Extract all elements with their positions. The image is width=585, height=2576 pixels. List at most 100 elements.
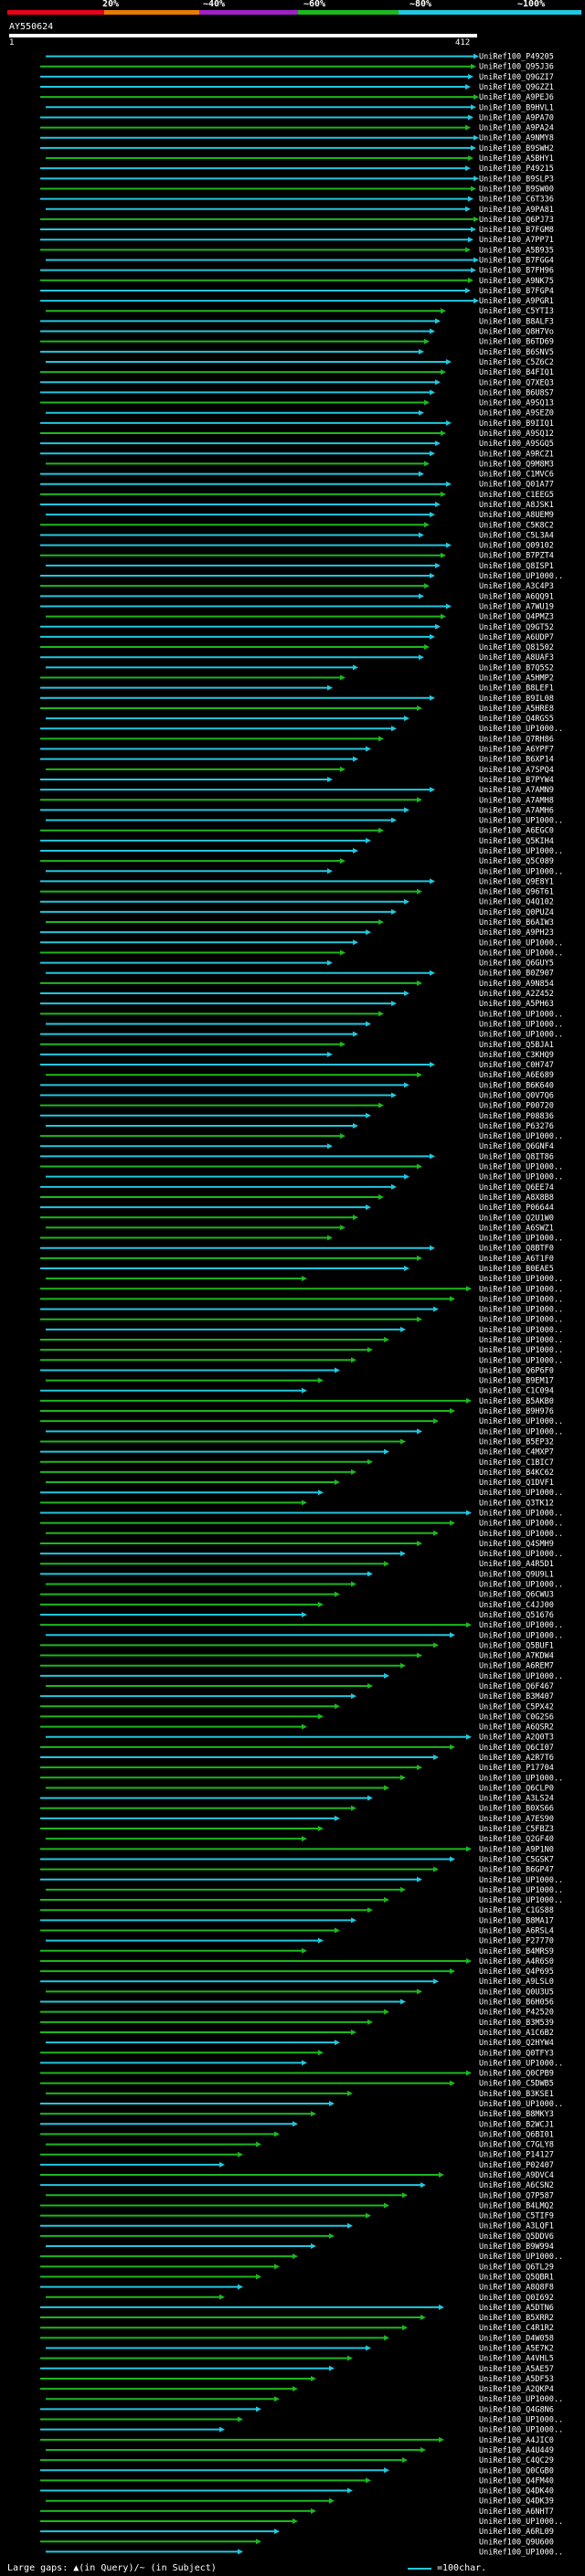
hit-label[interactable]: UniRef100_C1BIC7: [479, 1458, 554, 1468]
hit-row[interactable]: UniRef100_UP1000..: [40, 2253, 563, 2262]
hit-row[interactable]: UniRef100_UP1000..: [46, 817, 563, 826]
hit-label[interactable]: UniRef100_C1MVC6: [479, 471, 554, 480]
hit-label[interactable]: UniRef100_B8MKY3: [479, 2110, 554, 2119]
hit-row[interactable]: UniRef100_Q9U9L1: [40, 1570, 554, 1579]
hit-label[interactable]: UniRef100_A5B935: [479, 246, 554, 255]
hit-label[interactable]: UniRef100_Q6EE74: [479, 1183, 554, 1193]
hit-row[interactable]: UniRef100_A4JIC0: [40, 2436, 554, 2445]
hit-row[interactable]: UniRef100_A6E689: [46, 1071, 554, 1080]
hit-row[interactable]: UniRef100_Q6TL29: [40, 2263, 554, 2272]
hit-row[interactable]: UniRef100_UP1000..: [40, 1489, 563, 1498]
hit-row[interactable]: UniRef100_Q2U1W0: [40, 1214, 554, 1223]
hit-row[interactable]: UniRef100_B6U8S7: [40, 388, 554, 398]
hit-label[interactable]: UniRef100_P06644: [479, 1203, 554, 1213]
hit-row[interactable]: UniRef100_UP1000..: [40, 1550, 563, 1559]
hit-label[interactable]: UniRef100_B0XS66: [479, 1805, 554, 1814]
hit-label[interactable]: UniRef100_UP1000..: [479, 572, 563, 581]
hit-row[interactable]: UniRef100_C1EEG5: [40, 491, 554, 500]
hit-label[interactable]: UniRef100_UP1000..: [479, 1510, 563, 1519]
hit-label[interactable]: UniRef100_B5AKB0: [479, 1397, 554, 1406]
hit-row[interactable]: UniRef100_B9SW00: [40, 185, 554, 194]
hit-label[interactable]: UniRef100_UP1000..: [479, 725, 563, 734]
hit-label[interactable]: UniRef100_B6AIW3: [479, 918, 554, 928]
hit-label[interactable]: UniRef100_UP1000..: [479, 1774, 563, 1783]
hit-row[interactable]: UniRef100_A2R7T6: [40, 1754, 554, 1763]
hit-label[interactable]: UniRef100_A5DF53: [479, 2375, 554, 2384]
hit-label[interactable]: UniRef100_C4JJ00: [479, 1601, 554, 1610]
hit-row[interactable]: UniRef100_B6TD69: [40, 338, 554, 347]
hit-label[interactable]: UniRef100_UP1000..: [479, 1336, 563, 1345]
hit-label[interactable]: UniRef100_UP1000..: [479, 1326, 563, 1335]
hit-row[interactable]: UniRef100_A5AE57: [40, 2365, 554, 2374]
hit-label[interactable]: UniRef100_B9SWH2: [479, 144, 554, 154]
hit-label[interactable]: UniRef100_A4U449: [479, 2446, 554, 2455]
hit-row[interactable]: UniRef100_UP1000..: [40, 1346, 563, 1355]
hit-row[interactable]: UniRef100_A6EGC0: [40, 827, 554, 836]
hit-row[interactable]: UniRef100_Q4FM40: [40, 2476, 554, 2486]
hit-label[interactable]: UniRef100_Q6GUY5: [479, 959, 554, 969]
hit-row[interactable]: UniRef100_Q5DDV6: [40, 2232, 554, 2242]
hit-label[interactable]: UniRef100_Q7RH86: [479, 735, 554, 744]
hit-row[interactable]: UniRef100_Q5QBR1: [40, 2273, 554, 2282]
hit-label[interactable]: UniRef100_A3LQF1: [479, 2222, 554, 2231]
hit-label[interactable]: UniRef100_A1C6B2: [479, 2029, 554, 2038]
hit-row[interactable]: UniRef100_P06644: [40, 1203, 554, 1213]
hit-row[interactable]: UniRef100_C5K8C2: [40, 521, 554, 530]
hit-row[interactable]: UniRef100_Q0TFY3: [40, 2049, 554, 2058]
hit-row[interactable]: UniRef100_A8JSK1: [40, 501, 554, 510]
hit-row[interactable]: UniRef100_C5GSK7: [40, 1855, 554, 1864]
hit-row[interactable]: UniRef100_UP1000..: [40, 1316, 563, 1325]
hit-label[interactable]: UniRef100_UP1000..: [479, 1235, 563, 1244]
hit-row[interactable]: UniRef100_A9PA24: [40, 124, 554, 133]
hit-label[interactable]: UniRef100_P27770: [479, 1937, 554, 1946]
hit-row[interactable]: UniRef100_Q6PJ73: [40, 216, 554, 225]
hit-row[interactable]: UniRef100_B6GP47: [40, 1866, 554, 1875]
hit-label[interactable]: UniRef100_B5EP32: [479, 1437, 554, 1447]
hit-label[interactable]: UniRef100_B8LEF1: [479, 684, 554, 694]
hit-label[interactable]: UniRef100_P49215: [479, 164, 554, 174]
hit-label[interactable]: UniRef100_Q4PMZ3: [479, 613, 554, 622]
hit-label[interactable]: UniRef100_A9NK75: [479, 277, 554, 286]
hit-label[interactable]: UniRef100_Q2U1W0: [479, 1214, 554, 1223]
hit-label[interactable]: UniRef100_UP1000..: [479, 1550, 563, 1559]
hit-label[interactable]: UniRef100_B9H976: [479, 1407, 554, 1416]
hit-label[interactable]: UniRef100_A7AMH8: [479, 796, 554, 805]
hit-label[interactable]: UniRef100_Q6CI07: [479, 1744, 554, 1753]
hit-row[interactable]: UniRef100_Q6CI07: [40, 1744, 554, 1753]
hit-row[interactable]: UniRef100_UP1000..: [40, 2100, 563, 2109]
hit-row[interactable]: UniRef100_C3KHQ9: [40, 1051, 554, 1060]
hit-row[interactable]: UniRef100_Q7XEQ3: [40, 378, 554, 387]
hit-label[interactable]: UniRef100_UP1000..: [479, 1621, 563, 1630]
hit-row[interactable]: UniRef100_A9PEJ6: [40, 93, 554, 102]
hit-row[interactable]: UniRef100_A9DVC4: [40, 2171, 554, 2180]
hit-label[interactable]: UniRef100_Q9GZI7: [479, 73, 554, 82]
hit-row[interactable]: UniRef100_UP1000..: [46, 1275, 563, 1284]
hit-row[interactable]: UniRef100_Q0U3U5: [46, 1988, 554, 1997]
hit-label[interactable]: UniRef100_Q0PUZ4: [479, 908, 554, 917]
hit-row[interactable]: UniRef100_UP1000..: [46, 1530, 563, 1539]
hit-label[interactable]: UniRef100_UP1000..: [479, 1581, 563, 1590]
hit-row[interactable]: UniRef100_UP1000..: [40, 1336, 563, 1345]
hit-label[interactable]: UniRef100_A6E689: [479, 1071, 554, 1080]
hit-label[interactable]: UniRef100_Q9U9L1: [479, 1570, 554, 1579]
hit-label[interactable]: UniRef100_UP1000..: [479, 1285, 563, 1294]
hit-label[interactable]: UniRef100_A6YPF7: [479, 746, 554, 755]
hit-label[interactable]: UniRef100_Q81502: [479, 643, 554, 652]
hit-row[interactable]: UniRef100_B9IIQ1: [40, 419, 554, 429]
hit-row[interactable]: UniRef100_A6CSN2: [40, 2181, 554, 2190]
hit-label[interactable]: UniRef100_UP1000..: [479, 2253, 563, 2262]
hit-row[interactable]: UniRef100_A9PH23: [40, 928, 554, 938]
hit-label[interactable]: UniRef100_Q4P695: [479, 1967, 554, 1977]
hit-row[interactable]: UniRef100_Q4Q102: [40, 898, 554, 907]
hit-row[interactable]: UniRef100_B8ALF3: [40, 317, 554, 326]
hit-label[interactable]: UniRef100_Q1DVF1: [479, 1479, 554, 1488]
hit-row[interactable]: UniRef100_C7GLY8: [46, 2141, 554, 2150]
hit-label[interactable]: UniRef100_A7SPQ4: [479, 766, 554, 775]
hit-row[interactable]: UniRef100_UP1000..: [40, 938, 563, 948]
hit-row[interactable]: UniRef100_UP1000..: [46, 1631, 563, 1640]
hit-label[interactable]: UniRef100_Q96T61: [479, 888, 554, 897]
hit-row[interactable]: UniRef100_B7Q5S2: [46, 663, 554, 673]
hit-row[interactable]: UniRef100_Q8IT86: [40, 1152, 554, 1161]
hit-row[interactable]: UniRef100_UP1000..: [40, 1520, 563, 1529]
hit-label[interactable]: UniRef100_A9SGQ5: [479, 440, 554, 449]
